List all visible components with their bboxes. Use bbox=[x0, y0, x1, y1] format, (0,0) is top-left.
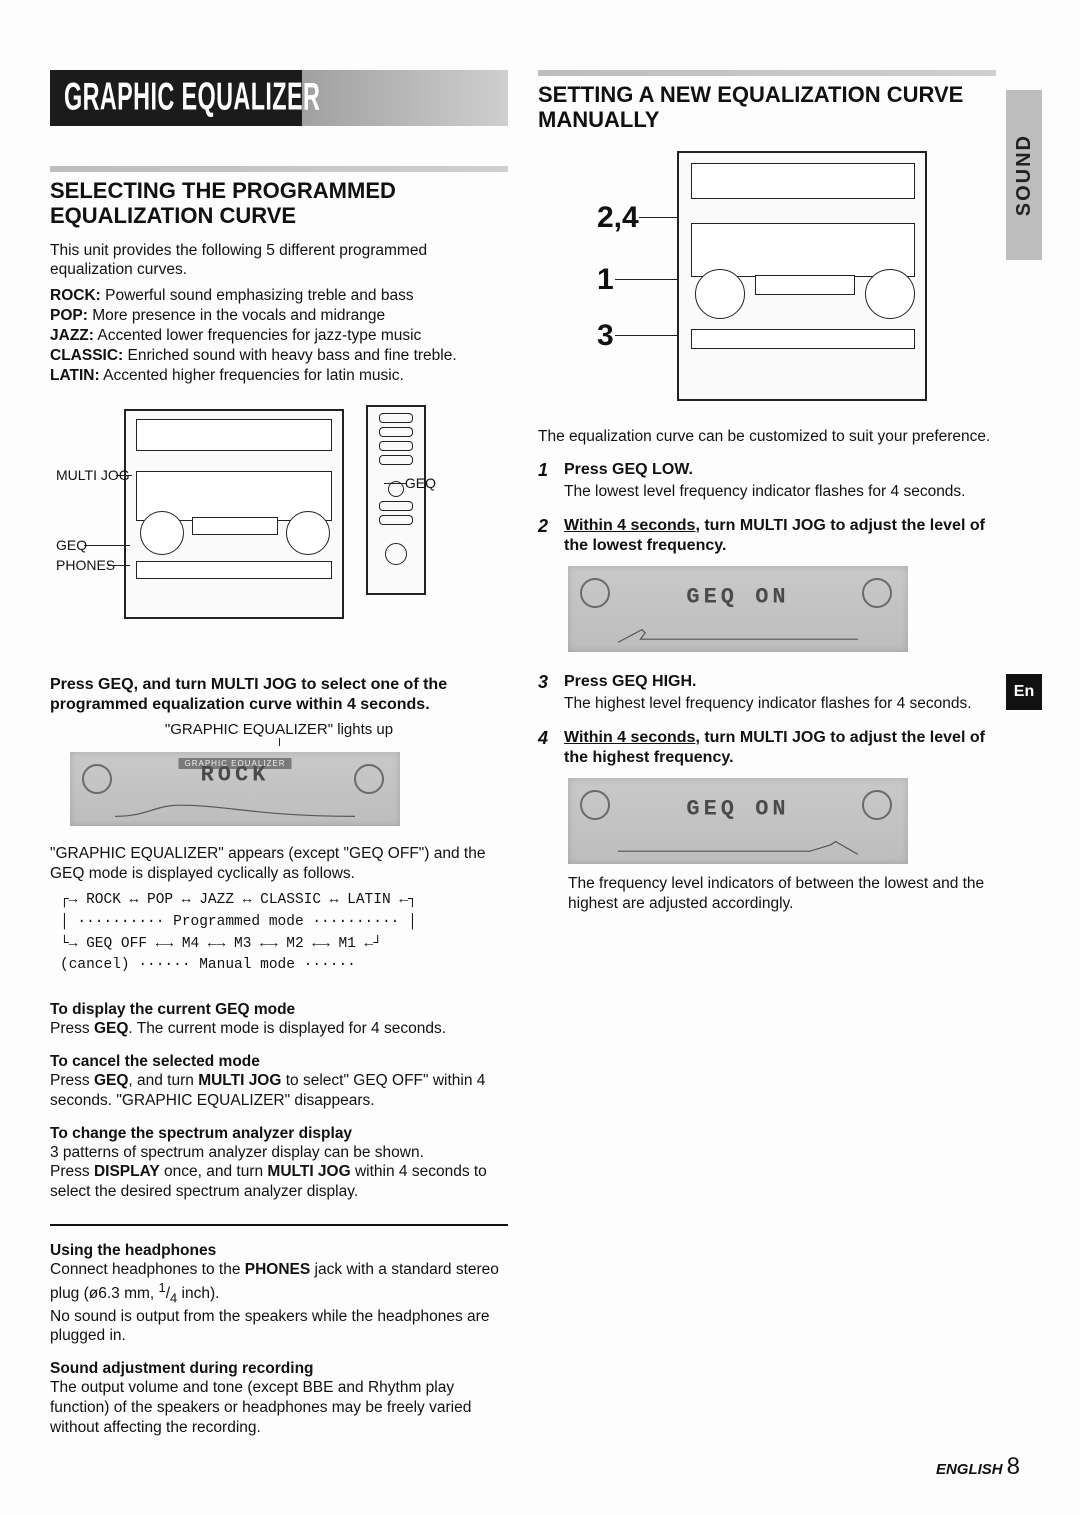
sub1-text: Press GEQ. The current mode is displayed… bbox=[50, 1019, 508, 1039]
subhead-cancel: To cancel the selected mode bbox=[50, 1053, 508, 1071]
cycle-row3: └→ GEQ OFF ←→ M4 ←→ M3 ←→ M2 ←→ M1 ←┘ bbox=[60, 934, 508, 956]
stereo-diagram-left: MULTI JOG GEQ PHONES GEQ bbox=[56, 405, 436, 645]
lang-tab-en: En bbox=[1006, 674, 1042, 710]
callout-24: 2,4 bbox=[597, 201, 639, 235]
lang-tab-label: En bbox=[1014, 683, 1034, 701]
bottom-row bbox=[136, 561, 332, 579]
after-step4-text: The frequency level indicators of betwee… bbox=[568, 874, 996, 914]
section-heading-manual: SETTING A NEW EQUALIZATION CURVE MANUALL… bbox=[538, 82, 996, 133]
volume-dial bbox=[286, 511, 330, 555]
eq-latin: LATIN: Accented higher frequencies for l… bbox=[50, 366, 508, 386]
lcd-text: ROCK bbox=[201, 762, 270, 787]
subhead-recording: Sound adjustment during recording bbox=[50, 1360, 508, 1378]
label-phones: PHONES bbox=[56, 557, 115, 573]
step-3: 3 Press GEQ HIGH. The highest level freq… bbox=[538, 672, 996, 714]
eq-rock: ROCK: Powerful sound emphasizing treble … bbox=[50, 286, 508, 306]
eq-preset-list: ROCK: Powerful sound emphasizing treble … bbox=[50, 286, 508, 385]
step-2: 2 Within 4 seconds, turn MULTI JOG to ad… bbox=[538, 516, 996, 556]
step1-text: The lowest level frequency indicator fla… bbox=[564, 482, 996, 502]
title-band-text: GRAPHIC EQUALIZER bbox=[64, 76, 320, 120]
lcd-disc-icon2 bbox=[862, 578, 892, 608]
callout-3: 3 bbox=[597, 319, 614, 353]
h2r-line2: MANUALLY bbox=[538, 107, 659, 132]
step4-heading: Within 4 seconds, turn MULTI JOG to adju… bbox=[564, 728, 996, 768]
cycle-row2: │ ·········· Programmed mode ·········· … bbox=[60, 912, 508, 934]
step3-heading: Press GEQ HIGH. bbox=[564, 672, 996, 692]
lcd-disc-icon bbox=[580, 578, 610, 608]
callout-1: 1 bbox=[597, 263, 614, 297]
lcd-disc-icon bbox=[82, 764, 112, 794]
cassette-slot bbox=[192, 517, 278, 535]
lcd-rock: GRAPHIC EQUALIZER ROCK bbox=[70, 752, 400, 826]
sub4a-text: Connect headphones to the PHONES jack wi… bbox=[50, 1260, 508, 1307]
sub3b-text: Press DISPLAY once, and turn MULTI JOG w… bbox=[50, 1162, 508, 1202]
label-geq-remote: GEQ bbox=[405, 475, 436, 491]
step2-heading: Within 4 seconds, turn MULTI JOG to adju… bbox=[564, 516, 996, 556]
eq-classic: CLASSIC: Enriched sound with heavy bass … bbox=[50, 346, 508, 366]
stereo-body bbox=[124, 409, 344, 619]
lcd-text: GEQ ON bbox=[686, 585, 789, 610]
label-geq: GEQ bbox=[56, 537, 87, 553]
page-footer: ENGLISH8 bbox=[936, 1453, 1020, 1481]
step3-text: The highest level frequency indicator fl… bbox=[564, 694, 996, 714]
steps-34: 3 Press GEQ HIGH. The highest level freq… bbox=[538, 658, 996, 768]
cycle-row1: ┌→ ROCK ↔ POP ↔ JAZZ ↔ CLASSIC ↔ LATIN ←… bbox=[60, 890, 508, 912]
step-4: 4 Within 4 seconds, turn MULTI JOG to ad… bbox=[538, 728, 996, 768]
eq-pop: POP: More presence in the vocals and mid… bbox=[50, 306, 508, 326]
subhead-headphones: Using the headphones bbox=[50, 1242, 508, 1260]
lcd-eq-curve-high bbox=[588, 840, 888, 856]
lcd-disc-icon2 bbox=[354, 764, 384, 794]
subhead-display-mode: To display the current GEQ mode bbox=[50, 1001, 508, 1019]
right-intro: The equalization curve can be customized… bbox=[538, 427, 996, 447]
sub5-text: The output volume and tone (except BBE a… bbox=[50, 1378, 508, 1437]
intro-text: This unit provides the following 5 diffe… bbox=[50, 241, 508, 281]
lights-up-caption: "GRAPHIC EQUALIZER" lights up bbox=[50, 721, 508, 738]
appears-text: "GRAPHIC EQUALIZER" appears (except "GEQ… bbox=[50, 844, 508, 884]
footer-lang: ENGLISH bbox=[936, 1461, 1003, 1478]
stereo-body-right bbox=[677, 151, 927, 401]
eq-jazz: JAZZ: Accented lower frequencies for jaz… bbox=[50, 326, 508, 346]
h2-line1: SELECTING THE PROGRAMMED bbox=[50, 178, 396, 203]
lcd-geq-on-2: GEQ ON bbox=[568, 778, 908, 864]
section-rule-right bbox=[538, 70, 996, 76]
side-tab-label: SOUND bbox=[1013, 134, 1036, 216]
cycle-diagram: ┌→ ROCK ↔ POP ↔ JAZZ ↔ CLASSIC ↔ LATIN ←… bbox=[60, 890, 508, 977]
sub4b-text: No sound is output from the speakers whi… bbox=[50, 1307, 508, 1347]
section-heading-select: SELECTING THE PROGRAMMED EQUALIZATION CU… bbox=[50, 178, 508, 229]
h2r-line1: SETTING A NEW EQUALIZATION CURVE bbox=[538, 82, 963, 107]
press-geq-instruction: Press GEQ, and turn MULTI JOG to select … bbox=[50, 675, 508, 715]
cycle-row4: (cancel) ······ Manual mode ······ bbox=[60, 955, 508, 977]
step-1: 1 Press GEQ LOW. The lowest level freque… bbox=[538, 460, 996, 502]
lcd-disc-icon bbox=[580, 790, 610, 820]
stereo-top-panel bbox=[136, 419, 332, 451]
lcd-eq-curve bbox=[90, 802, 380, 818]
lcd-text: GEQ ON bbox=[686, 797, 789, 822]
left-column: GRAPHIC EQUALIZER SELECTING THE PROGRAMM… bbox=[50, 70, 508, 1475]
side-tab-sound: SOUND bbox=[1006, 90, 1042, 260]
divider-rule bbox=[50, 1224, 508, 1226]
lcd-geq-on-1: GEQ ON bbox=[568, 566, 908, 652]
h2-line2: EQUALIZATION CURVE bbox=[50, 203, 296, 228]
right-column: SETTING A NEW EQUALIZATION CURVE MANUALL… bbox=[538, 70, 1030, 1475]
section-rule bbox=[50, 166, 508, 172]
sub2-text: Press GEQ, and turn MULTI JOG to select"… bbox=[50, 1071, 508, 1111]
multi-jog-dial bbox=[140, 511, 184, 555]
page-columns: GRAPHIC EQUALIZER SELECTING THE PROGRAMM… bbox=[50, 70, 1030, 1475]
subhead-spectrum: To change the spectrum analyzer display bbox=[50, 1125, 508, 1143]
lcd-eq-curve-low bbox=[588, 628, 888, 644]
footer-page: 8 bbox=[1007, 1453, 1020, 1480]
steps: 1 Press GEQ LOW. The lowest level freque… bbox=[538, 446, 996, 556]
title-band: GRAPHIC EQUALIZER bbox=[50, 70, 508, 126]
stereo-diagram-right: 2,4 1 3 bbox=[597, 151, 937, 411]
step1-heading: Press GEQ LOW. bbox=[564, 460, 996, 480]
sub3a-text: 3 patterns of spectrum analyzer display … bbox=[50, 1143, 508, 1163]
remote-control bbox=[366, 405, 426, 595]
lcd-disc-icon2 bbox=[862, 790, 892, 820]
